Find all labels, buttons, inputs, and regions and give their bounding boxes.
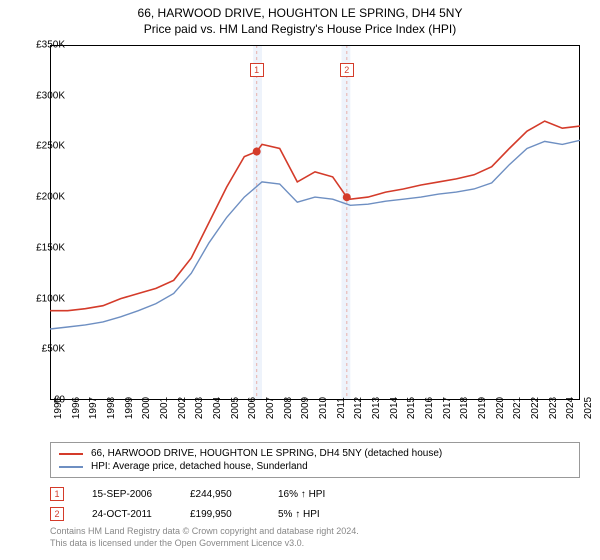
x-axis-label: 2010 bbox=[318, 397, 329, 419]
chart-marker-box: 2 bbox=[340, 63, 354, 77]
x-axis-label: 1998 bbox=[106, 397, 117, 419]
footer-line: Contains HM Land Registry data © Crown c… bbox=[50, 526, 359, 538]
x-axis-label: 2023 bbox=[548, 397, 559, 419]
chart-container: 66, HARWOOD DRIVE, HOUGHTON LE SPRING, D… bbox=[0, 0, 600, 560]
x-axis-label: 2004 bbox=[212, 397, 223, 419]
legend-swatch bbox=[59, 466, 83, 468]
x-axis-label: 2012 bbox=[353, 397, 364, 419]
x-axis-label: 2020 bbox=[495, 397, 506, 419]
y-axis-label: £100K bbox=[5, 293, 65, 304]
x-axis-label: 2006 bbox=[247, 397, 258, 419]
x-axis-label: 1997 bbox=[88, 397, 99, 419]
x-axis-label: 2019 bbox=[477, 397, 488, 419]
x-axis-label: 2000 bbox=[141, 397, 152, 419]
sale-price: £199,950 bbox=[190, 509, 270, 520]
x-axis-label: 2024 bbox=[565, 397, 576, 419]
legend-item: HPI: Average price, detached house, Sund… bbox=[59, 460, 571, 473]
legend-item: 66, HARWOOD DRIVE, HOUGHTON LE SPRING, D… bbox=[59, 447, 571, 460]
x-axis-label: 2017 bbox=[442, 397, 453, 419]
x-axis-label: 2001 bbox=[159, 397, 170, 419]
chart-subtitle: Price paid vs. HM Land Registry's House … bbox=[0, 20, 600, 36]
x-axis-label: 2015 bbox=[406, 397, 417, 419]
x-axis-label: 2014 bbox=[389, 397, 400, 419]
y-axis-label: £150K bbox=[5, 242, 65, 253]
x-axis-label: 2021 bbox=[512, 397, 523, 419]
sale-date: 15-SEP-2006 bbox=[72, 489, 182, 500]
sale-marker-icon: 2 bbox=[50, 507, 64, 521]
y-axis-label: £250K bbox=[5, 141, 65, 152]
x-axis-label: 2008 bbox=[283, 397, 294, 419]
y-axis-label: £300K bbox=[5, 90, 65, 101]
chart-marker-box: 1 bbox=[250, 63, 264, 77]
sale-row: 2 24-OCT-2011 £199,950 5% ↑ HPI bbox=[50, 504, 580, 524]
chart-title: 66, HARWOOD DRIVE, HOUGHTON LE SPRING, D… bbox=[0, 0, 600, 20]
footer-line: This data is licensed under the Open Gov… bbox=[50, 538, 359, 550]
legend-label: 66, HARWOOD DRIVE, HOUGHTON LE SPRING, D… bbox=[91, 448, 442, 459]
footer-attribution: Contains HM Land Registry data © Crown c… bbox=[50, 526, 359, 549]
x-axis-label: 2018 bbox=[459, 397, 470, 419]
x-axis-label: 2009 bbox=[300, 397, 311, 419]
sale-marker-icon: 1 bbox=[50, 487, 64, 501]
x-axis-label: 2011 bbox=[336, 397, 347, 419]
legend-swatch bbox=[59, 453, 83, 455]
y-axis-label: £350K bbox=[5, 40, 65, 51]
x-axis-label: 2022 bbox=[530, 397, 541, 419]
chart-svg bbox=[50, 45, 580, 400]
x-axis-label: 2002 bbox=[177, 397, 188, 419]
x-axis-label: 2007 bbox=[265, 397, 276, 419]
chart-plot-area bbox=[50, 45, 580, 400]
x-axis-label: 2003 bbox=[194, 397, 205, 419]
legend-box: 66, HARWOOD DRIVE, HOUGHTON LE SPRING, D… bbox=[50, 442, 580, 478]
sale-row: 1 15-SEP-2006 £244,950 16% ↑ HPI bbox=[50, 484, 580, 504]
legend-label: HPI: Average price, detached house, Sund… bbox=[91, 461, 308, 472]
x-axis-label: 2013 bbox=[371, 397, 382, 419]
x-axis-label: 1995 bbox=[53, 397, 64, 419]
sale-diff: 16% ↑ HPI bbox=[278, 489, 368, 500]
x-axis-label: 2005 bbox=[230, 397, 241, 419]
x-axis-label: 1999 bbox=[124, 397, 135, 419]
x-axis-label: 2016 bbox=[424, 397, 435, 419]
x-axis-label: 1996 bbox=[71, 397, 82, 419]
y-axis-label: £50K bbox=[5, 344, 65, 355]
sales-table: 1 15-SEP-2006 £244,950 16% ↑ HPI 2 24-OC… bbox=[50, 484, 580, 524]
sale-date: 24-OCT-2011 bbox=[72, 509, 182, 520]
x-axis-label: 2025 bbox=[583, 397, 594, 419]
y-axis-label: £200K bbox=[5, 192, 65, 203]
sale-diff: 5% ↑ HPI bbox=[278, 509, 368, 520]
sale-price: £244,950 bbox=[190, 489, 270, 500]
